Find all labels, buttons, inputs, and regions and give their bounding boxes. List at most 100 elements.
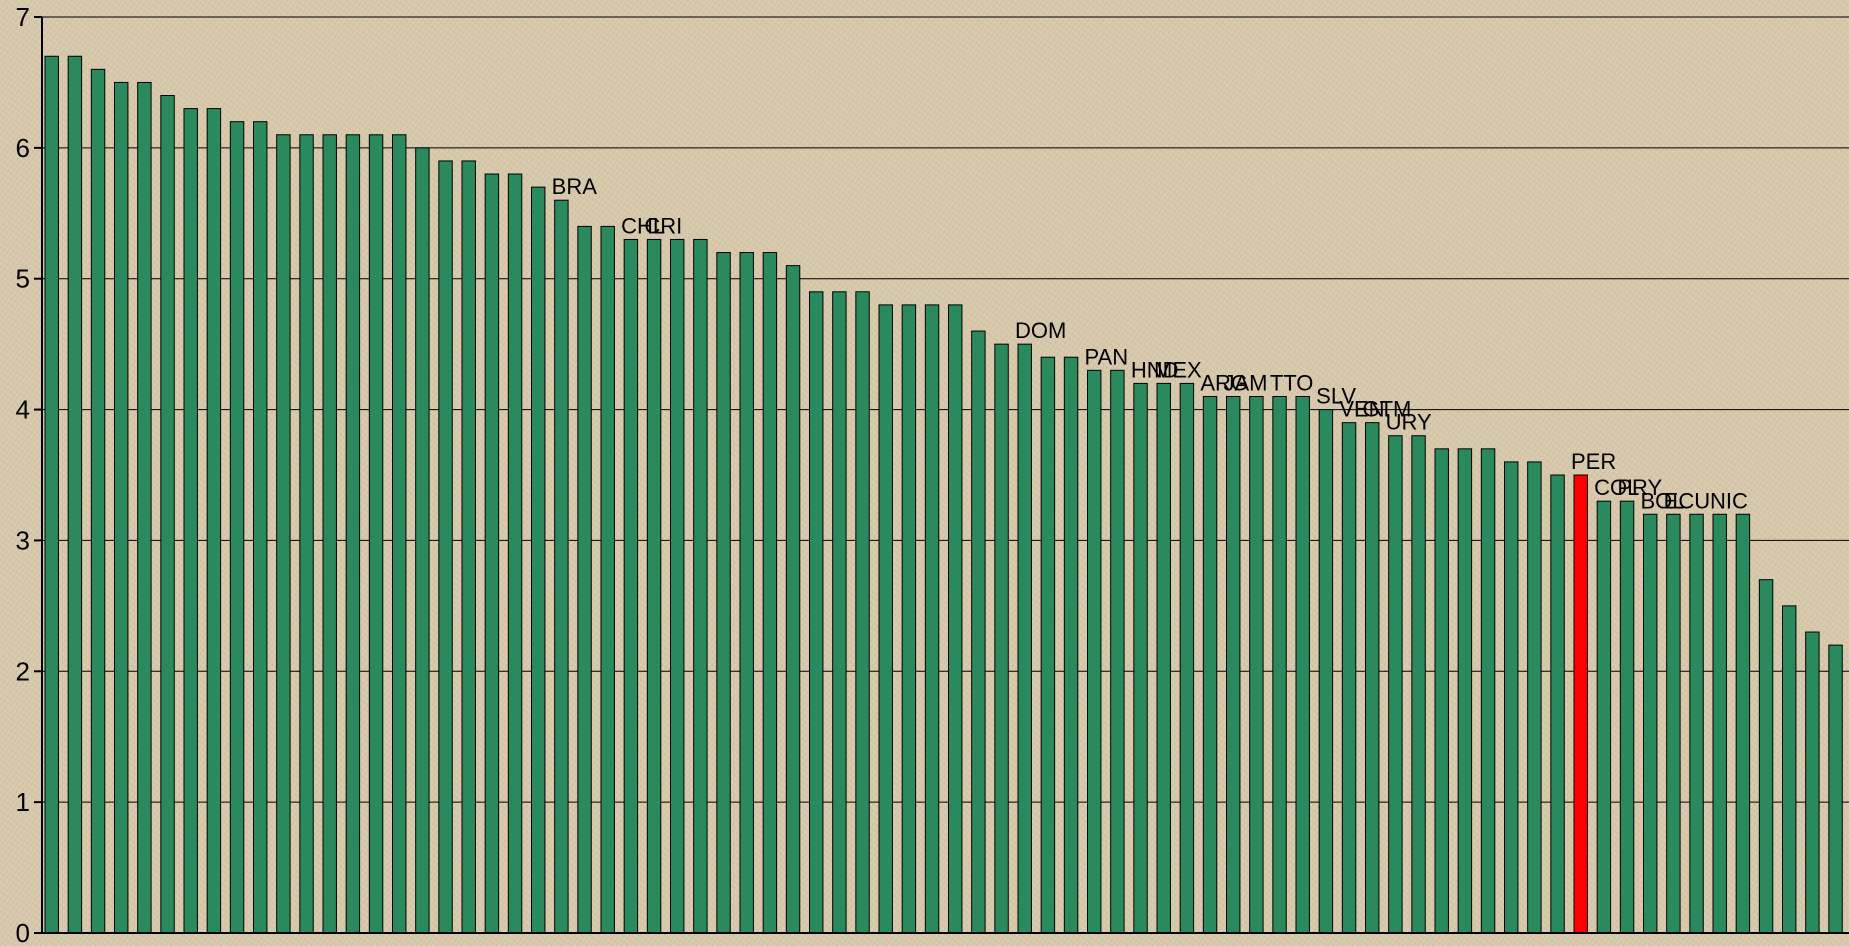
bar <box>670 238 685 934</box>
y-tick-label: 4 <box>16 395 30 425</box>
bar <box>1480 448 1496 934</box>
bar <box>1388 435 1403 934</box>
bar <box>415 147 430 934</box>
bar <box>1318 409 1334 934</box>
bar <box>392 134 407 934</box>
data-label-nic: NIC <box>1710 488 1748 513</box>
bar <box>1573 474 1588 934</box>
bar <box>901 304 917 934</box>
bar <box>1040 356 1056 934</box>
bar <box>345 134 361 934</box>
bar <box>785 265 801 934</box>
bar <box>832 291 847 934</box>
bar <box>994 343 1009 934</box>
bar <box>507 173 523 934</box>
bar <box>554 199 569 934</box>
bar <box>1666 513 1681 934</box>
bar <box>160 95 175 934</box>
bar <box>44 55 59 934</box>
bar <box>716 252 731 934</box>
bar <box>1550 474 1565 934</box>
bar <box>948 304 963 934</box>
bar <box>67 55 83 934</box>
y-tick-label: 2 <box>16 656 30 686</box>
bar <box>1619 500 1635 934</box>
y-tick-label: 5 <box>16 264 30 294</box>
bar <box>1295 395 1310 934</box>
bar <box>206 108 222 934</box>
bar <box>1411 435 1426 934</box>
bar <box>531 186 546 934</box>
data-label-jam: JAM <box>1224 370 1268 395</box>
bar <box>1504 461 1519 934</box>
y-tick-label: 3 <box>16 525 30 555</box>
bar <box>1110 369 1125 934</box>
data-label-per: PER <box>1571 449 1616 474</box>
bar <box>1782 605 1797 934</box>
bar <box>1527 461 1542 934</box>
data-label-pan: PAN <box>1085 344 1129 369</box>
bar <box>1735 513 1751 934</box>
data-label-bol: BOL <box>1641 488 1685 513</box>
bar <box>1758 579 1774 934</box>
data-label-hnd: HND <box>1131 357 1179 382</box>
y-tick-label: 7 <box>16 2 30 32</box>
bar <box>253 121 268 934</box>
data-label-bra: BRA <box>552 174 598 199</box>
bar <box>1272 395 1287 934</box>
bar <box>322 134 337 934</box>
bar <box>114 81 129 934</box>
bar <box>1365 422 1380 934</box>
data-label-gtm: GTM <box>1363 397 1412 422</box>
data-label-slv: SLV <box>1316 384 1356 409</box>
bar <box>600 225 615 934</box>
data-label-ecu: ECU <box>1664 488 1710 513</box>
bar <box>438 160 453 934</box>
bar <box>646 238 662 934</box>
data-label-ury: URY <box>1386 410 1432 435</box>
bar <box>1828 644 1843 934</box>
bar <box>1063 356 1079 934</box>
bar <box>1017 343 1032 934</box>
bar <box>878 304 893 934</box>
bar <box>1087 369 1102 934</box>
bar <box>1133 382 1148 934</box>
bar <box>809 291 824 934</box>
bar <box>693 238 708 934</box>
data-label-ven: VEN <box>1339 397 1384 422</box>
bar <box>924 304 940 934</box>
data-label-mex: MEX <box>1154 357 1202 382</box>
bar <box>1805 631 1820 934</box>
bar <box>183 108 198 934</box>
data-label-col: COL <box>1594 475 1639 500</box>
bar <box>1202 395 1218 934</box>
bar <box>623 238 639 934</box>
bar <box>762 252 778 934</box>
bar <box>1596 500 1612 934</box>
bars <box>44 55 1843 934</box>
bar <box>1434 448 1449 934</box>
bar <box>739 252 754 934</box>
bar <box>90 68 106 934</box>
data-label-dom: DOM <box>1015 318 1066 343</box>
bar <box>229 121 245 934</box>
y-axis-ticks: 0 1 2 3 4 5 6 7 <box>16 2 42 946</box>
bar <box>1179 382 1195 934</box>
data-label-arg: ARG <box>1200 370 1248 395</box>
bar <box>1712 513 1727 934</box>
bar <box>971 330 986 934</box>
bar <box>1249 395 1264 934</box>
bar <box>276 134 291 934</box>
bar <box>1226 395 1241 934</box>
bar <box>1156 382 1171 934</box>
bar <box>1643 513 1658 934</box>
bar <box>461 160 476 934</box>
bar <box>577 225 592 934</box>
bar <box>137 81 152 934</box>
data-label-chl: CHL <box>621 213 665 238</box>
data-label-cri: CRI <box>644 213 682 238</box>
gridlines <box>42 16 1849 803</box>
bar <box>299 134 314 934</box>
